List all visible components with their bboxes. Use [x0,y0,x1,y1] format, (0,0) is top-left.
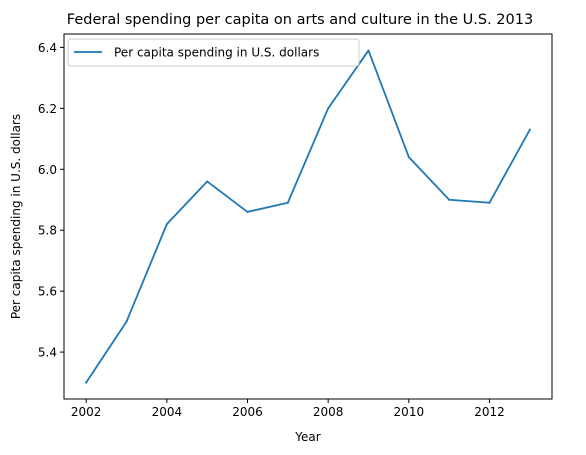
x-tick-label: 2006 [232,405,263,419]
y-tick-label: 6.4 [38,41,57,55]
data-point [488,201,491,204]
y-axis-label: Per capita spending in U.S. dollars [9,114,23,319]
x-tick-label: 2002 [71,405,102,419]
data-point [206,180,209,183]
series-line [84,49,532,384]
y-axis: 5.4 5.6 5.8 6.0 6.2 6.4 [38,41,64,360]
x-axis: 2002 2004 2006 2008 2010 2012 [71,399,505,419]
data-point [327,107,330,110]
data-points [85,49,531,384]
x-tick-label: 2010 [394,405,425,419]
chart-title: Federal spending per capita on arts and … [67,12,533,28]
y-tick-label: 5.4 [38,346,57,360]
legend-box [67,38,360,67]
y-tick-label: 6.0 [38,163,57,177]
x-axis-label: Year [294,430,320,444]
data-point [246,210,249,213]
data-point [528,128,531,131]
legend: Per capita spending in U.S. dollars [67,38,360,67]
data-point [448,198,451,201]
data-point [286,201,289,204]
x-tick-label: 2008 [313,405,344,419]
data-point [407,156,410,159]
y-tick-label: 6.2 [38,102,57,116]
data-point [125,320,128,323]
legend-label: Per capita spending in U.S. dollars [114,46,319,60]
y-tick-label: 5.6 [38,285,57,299]
x-tick-label: 2012 [474,405,505,419]
y-tick-label: 5.8 [38,224,57,238]
data-point [367,49,370,52]
data-point [165,223,168,226]
x-tick-label: 2004 [152,405,183,419]
plot-area [63,33,553,400]
data-point [85,381,88,384]
